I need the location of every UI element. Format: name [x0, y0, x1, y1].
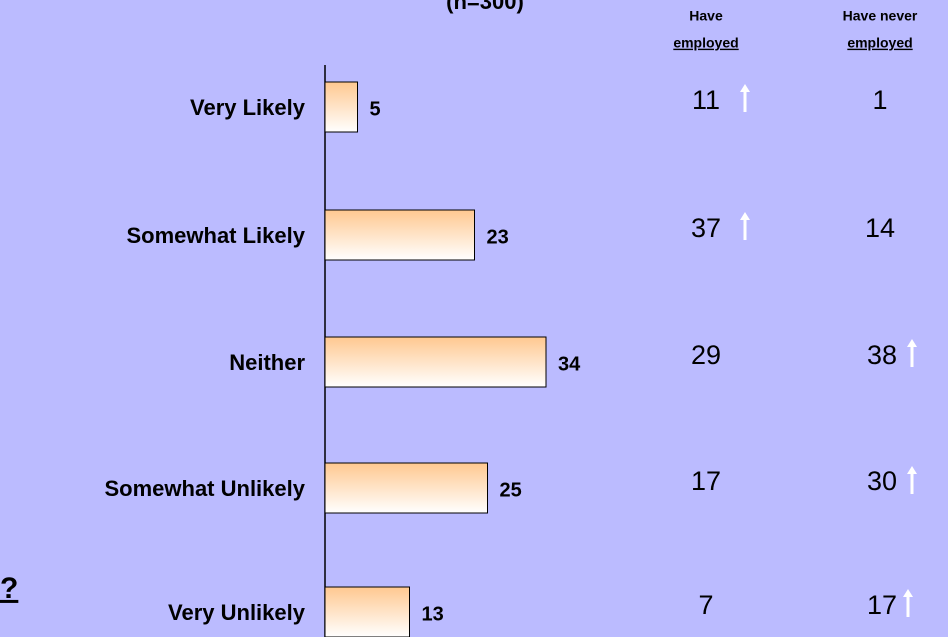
category-label: Neither	[229, 350, 305, 375]
bar	[324, 586, 410, 637]
category-label: Very Unlikely	[168, 600, 306, 625]
column-header: employed	[673, 35, 738, 51]
bar	[324, 336, 547, 388]
value-label: 13	[422, 603, 444, 625]
column-header: employed	[847, 35, 912, 51]
significance-arrows	[740, 84, 917, 617]
arrow	[740, 212, 750, 240]
bar	[324, 81, 358, 133]
value-label: 25	[500, 479, 522, 501]
subtitle: (n=300)	[446, 0, 524, 14]
arrow	[907, 466, 917, 494]
arrow	[740, 84, 750, 112]
arrow	[907, 339, 917, 367]
table-value: 1	[872, 85, 887, 115]
table-value: 29	[691, 340, 721, 370]
table-value: 30	[867, 466, 897, 496]
table-value: 14	[865, 213, 895, 243]
value-label: 23	[487, 226, 509, 248]
category-label: Somewhat Unlikely	[104, 476, 305, 501]
bar	[324, 209, 475, 261]
value-label: 34	[558, 353, 581, 375]
arrow	[903, 589, 913, 617]
table-value: 37	[691, 213, 721, 243]
side-mark: ?	[0, 572, 18, 605]
table-value: 11	[692, 85, 720, 115]
table-value: 17	[691, 466, 721, 496]
category-label: Very Likely	[190, 95, 306, 120]
table-value: 38	[867, 340, 897, 370]
category-label: Somewhat Likely	[126, 223, 305, 248]
value-label: 5	[370, 98, 381, 120]
table-value: 7	[698, 590, 713, 620]
column-header: Have never	[843, 8, 918, 24]
column-header: Have	[689, 8, 723, 24]
bar	[324, 462, 488, 514]
table-value: 17	[867, 590, 897, 620]
